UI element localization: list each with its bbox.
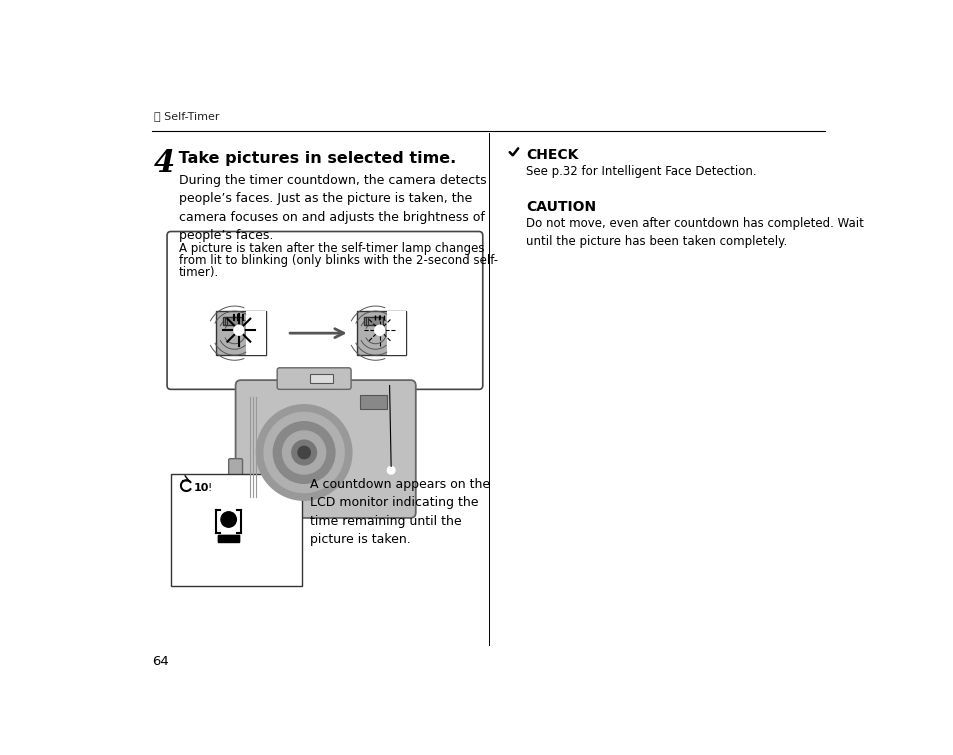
FancyBboxPatch shape — [277, 368, 351, 390]
Bar — [223, 317, 242, 325]
Bar — [387, 311, 406, 355]
Text: See p.32 for Intelligent Face Detection.: See p.32 for Intelligent Face Detection. — [525, 165, 756, 177]
Circle shape — [274, 422, 335, 483]
Circle shape — [234, 325, 243, 335]
FancyBboxPatch shape — [216, 311, 265, 355]
Bar — [246, 311, 265, 355]
Text: 10: 10 — [193, 482, 209, 492]
Text: 4: 4 — [153, 148, 175, 180]
Text: ⌛ Self-Timer: ⌛ Self-Timer — [153, 112, 219, 122]
Circle shape — [297, 446, 310, 458]
FancyBboxPatch shape — [357, 311, 406, 355]
Text: Take pictures in selected time.: Take pictures in selected time. — [173, 151, 456, 165]
Text: CHECK: CHECK — [525, 147, 578, 162]
FancyBboxPatch shape — [235, 380, 416, 518]
Text: CAUTION: CAUTION — [525, 200, 596, 214]
Bar — [171, 474, 301, 586]
Circle shape — [375, 325, 384, 335]
FancyBboxPatch shape — [229, 458, 242, 483]
FancyBboxPatch shape — [167, 232, 482, 390]
Circle shape — [505, 144, 520, 160]
Bar — [364, 317, 383, 325]
Text: A picture is taken after the self-timer lamp changes: A picture is taken after the self-timer … — [178, 242, 483, 254]
Circle shape — [221, 512, 236, 527]
Text: 64: 64 — [152, 655, 169, 668]
Circle shape — [282, 431, 325, 474]
Text: Do not move, even after countdown has completed. Wait
until the picture has been: Do not move, even after countdown has co… — [525, 217, 862, 248]
Circle shape — [387, 467, 395, 474]
Circle shape — [505, 197, 520, 212]
Circle shape — [256, 405, 352, 501]
Text: timer).: timer). — [178, 267, 218, 279]
Text: !: ! — [510, 200, 517, 214]
Text: from lit to blinking (only blinks with the 2-second self-: from lit to blinking (only blinks with t… — [178, 254, 497, 267]
Text: !: ! — [208, 482, 212, 492]
Text: During the timer countdown, the camera detects
people’s faces. Just as the pictu: During the timer countdown, the camera d… — [179, 174, 486, 242]
Text: A countdown appears on the
LCD monitor indicating the
time remaining until the
p: A countdown appears on the LCD monitor i… — [310, 478, 490, 547]
Circle shape — [264, 412, 344, 492]
Bar — [360, 395, 387, 408]
Bar — [310, 374, 333, 384]
Circle shape — [292, 440, 316, 465]
